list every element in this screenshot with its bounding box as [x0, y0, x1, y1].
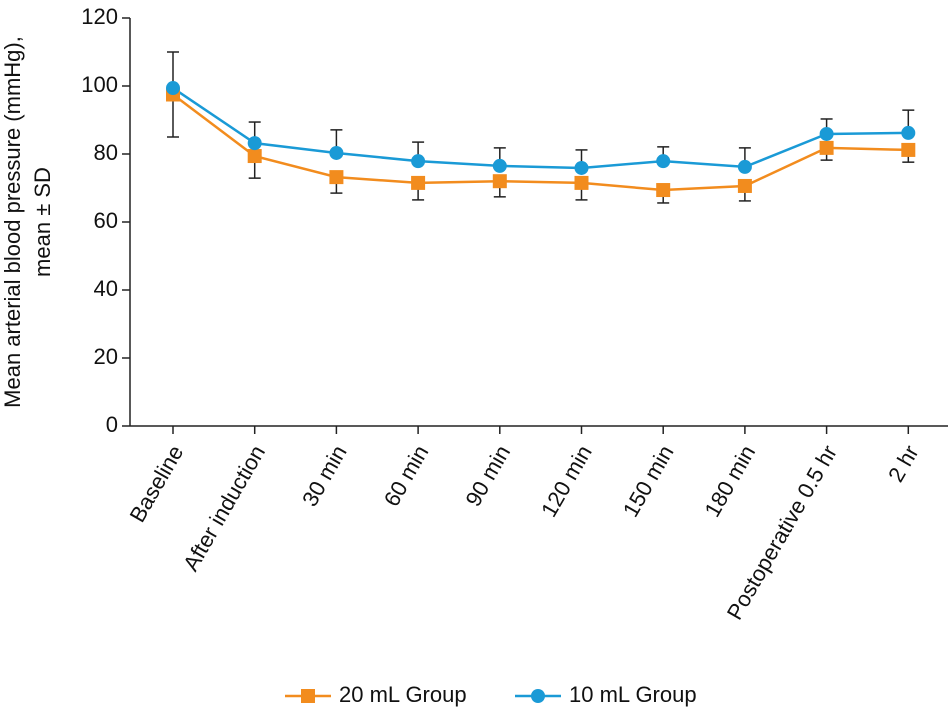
- marker: [411, 175, 426, 190]
- series-line: [172, 93, 909, 192]
- legend-marker: [301, 689, 315, 703]
- x-tick-label: Baseline: [125, 441, 189, 527]
- y-axis-title: Mean arterial blood pressure (mmHg),: [0, 36, 25, 408]
- marker: [411, 154, 426, 169]
- marker: [574, 175, 589, 190]
- legend-item: 20 mL Group: [285, 682, 467, 707]
- marker: [247, 149, 262, 164]
- x-tick-label: 180 min: [699, 441, 760, 521]
- series-line: [172, 87, 909, 170]
- x-tick-label: 150 min: [618, 441, 679, 521]
- marker: [901, 125, 916, 140]
- y-tick-label: 60: [94, 208, 118, 233]
- y-tick-label: 20: [94, 344, 118, 369]
- marker: [819, 126, 834, 141]
- y-tick-label: 0: [106, 412, 118, 437]
- marker: [329, 145, 344, 160]
- x-tick-label: 30 min: [297, 441, 352, 511]
- y-axis-title: mean ± SD: [30, 167, 55, 277]
- legend-item: 10 mL Group: [515, 682, 697, 707]
- legend-label: 10 mL Group: [569, 682, 697, 707]
- marker: [492, 174, 507, 189]
- marker: [737, 159, 752, 174]
- legend-marker: [531, 689, 545, 703]
- marker: [819, 140, 834, 155]
- marker: [656, 154, 671, 169]
- marker: [656, 183, 671, 198]
- marker: [492, 158, 507, 173]
- legend-label: 20 mL Group: [339, 682, 467, 707]
- x-tick-label: 60 min: [379, 441, 434, 511]
- marker: [574, 160, 589, 175]
- y-tick-label: 80: [94, 140, 118, 165]
- marker: [901, 142, 916, 157]
- x-tick-label: 120 min: [536, 441, 597, 521]
- y-tick-label: 120: [81, 4, 118, 29]
- marker: [166, 81, 180, 96]
- marker: [247, 136, 262, 151]
- x-tick-label: After induction: [178, 441, 270, 575]
- y-tick-label: 100: [81, 72, 118, 97]
- marker: [329, 170, 344, 185]
- x-tick-label: 90 min: [460, 441, 515, 511]
- x-tick-label: 2 hr: [883, 441, 924, 486]
- y-tick-label: 40: [94, 276, 118, 301]
- marker: [737, 178, 752, 193]
